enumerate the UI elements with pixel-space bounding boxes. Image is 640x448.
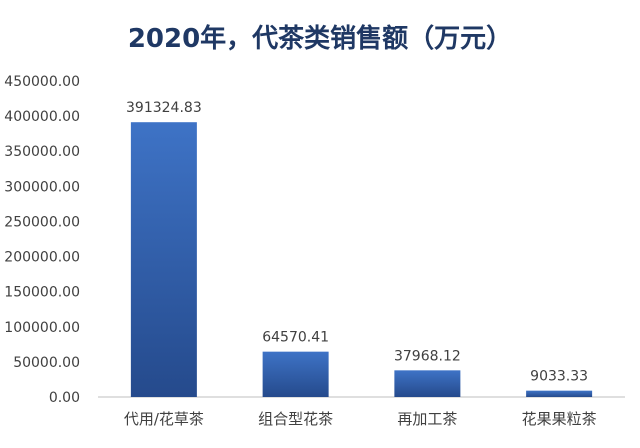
y-tick-label: 150000.00 [4,285,80,301]
y-tick-label: 300000.00 [4,179,80,195]
chart-title: 2020年，代茶类销售额（万元） [127,24,513,54]
bar [394,370,461,397]
value-label: 37968.12 [394,348,461,364]
y-tick-label: 400000.00 [4,109,80,125]
value-label: 391324.83 [126,100,202,116]
y-tick-label: 450000.00 [4,74,80,90]
y-tick-label: 200000.00 [4,250,80,266]
x-tick-label: 再加工茶 [397,410,457,428]
y-tick-label: 50000.00 [13,355,80,371]
bars-group [130,122,593,398]
bar [262,351,329,397]
bar [130,122,197,398]
value-label: 64570.41 [262,330,329,346]
value-labels-group: 391324.83 64570.41 37968.12 9033.33 [126,100,588,384]
value-label: 9033.33 [530,369,588,385]
y-tick-label: 250000.00 [4,214,80,230]
x-tick-label: 组合型花茶 [258,410,333,428]
y-tick-label: 350000.00 [4,144,80,160]
y-tick-label: 0.00 [49,390,80,406]
x-tick-label: 代用/花草茶 [124,410,204,428]
y-axis: 0.00 50000.00 100000.00 150000.00 200000.00 2… [4,74,80,406]
y-tick-label: 100000.00 [4,320,80,336]
x-tick-label: 花果果粒茶 [522,410,597,428]
x-axis: 代用/花草茶 组合型花茶 再加工茶 花果果粒茶 [124,410,597,428]
bar [526,390,593,397]
